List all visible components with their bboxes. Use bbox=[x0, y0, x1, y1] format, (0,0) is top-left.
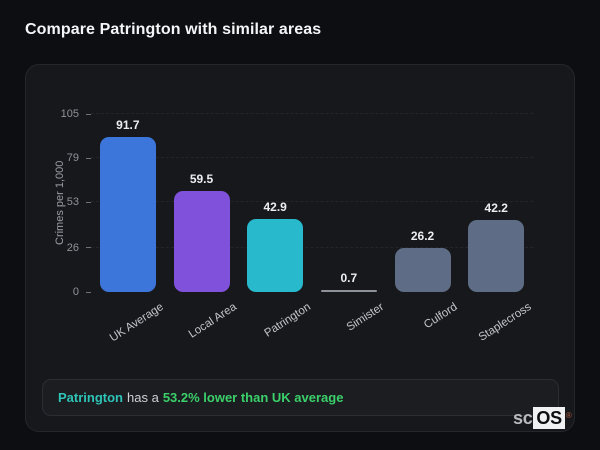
logo-suffix: OS bbox=[533, 407, 565, 429]
bar-column: 42.9 Patrington bbox=[238, 114, 313, 340]
bar-value-label: 0.7 bbox=[340, 271, 358, 285]
bar-patrington bbox=[247, 219, 304, 292]
bar-column: 26.2 Culford bbox=[386, 114, 460, 331]
bar-columns: 91.7 UK Average 59.5 Local Area 42.9 Pat… bbox=[91, 114, 534, 344]
y-tick-label: 0 bbox=[72, 286, 79, 298]
gridline bbox=[91, 113, 533, 114]
tick-mark bbox=[86, 291, 91, 293]
bar-value-label: 26.2 bbox=[410, 228, 435, 243]
x-axis-label: Local Area bbox=[186, 301, 239, 341]
tick-mark bbox=[86, 113, 91, 115]
x-axis-label: Patrington bbox=[262, 301, 313, 340]
y-axis: 0 26 53 79 105 bbox=[26, 108, 91, 298]
bar-simister bbox=[320, 290, 377, 292]
bar-staplecross bbox=[468, 220, 525, 292]
y-tick: 53 bbox=[26, 196, 91, 208]
tick-mark bbox=[86, 201, 91, 203]
gridline bbox=[91, 246, 533, 248]
logo-prefix: sc bbox=[513, 408, 533, 428]
y-tick: 79 bbox=[26, 152, 91, 164]
y-tick-label: 79 bbox=[66, 152, 79, 165]
y-tick: 26 bbox=[26, 242, 91, 254]
registered-trademark-icon: ® bbox=[565, 411, 572, 420]
y-tick-label: 26 bbox=[66, 241, 79, 254]
bar-column: 91.7 UK Average bbox=[91, 114, 165, 344]
x-axis-label: UK Average bbox=[107, 301, 166, 345]
y-tick: 0 bbox=[26, 286, 91, 298]
bar-value-label: 42.9 bbox=[263, 200, 287, 215]
y-tick-label: 105 bbox=[60, 108, 79, 120]
y-tick-label: 53 bbox=[66, 196, 79, 209]
note-area-name: Patrington bbox=[58, 390, 123, 405]
note-highlight-text: 53.2% lower than UK average bbox=[162, 390, 344, 405]
tick-mark bbox=[86, 157, 91, 159]
bar-column: 59.5 Local Area bbox=[165, 114, 239, 341]
y-tick: 105 bbox=[26, 108, 91, 120]
bar-value-label: 42.2 bbox=[484, 201, 508, 216]
x-axis-label: Simister bbox=[344, 301, 387, 334]
bar-culford bbox=[394, 247, 451, 292]
tick-mark bbox=[86, 247, 91, 249]
x-axis-label: Culford bbox=[422, 301, 460, 332]
comparison-note: Patrington has a 53.2% lower than UK ave… bbox=[42, 379, 559, 416]
scos-logo: sc OS ® bbox=[513, 407, 572, 429]
gridline bbox=[91, 157, 533, 159]
gridline bbox=[91, 201, 533, 203]
plot-area: 91.7 UK Average 59.5 Local Area 42.9 Pat… bbox=[91, 113, 534, 344]
bar-uk-average bbox=[99, 136, 156, 292]
note-middle-text: has a bbox=[127, 390, 159, 405]
bar-value-label: 91.7 bbox=[116, 117, 140, 132]
bar-column: 42.2 Staplecross bbox=[459, 114, 534, 344]
bar-value-label: 59.5 bbox=[189, 172, 214, 187]
chart-card: Crimes per 1,000 0 26 53 79 105 91.7 UK … bbox=[25, 64, 575, 432]
bar-local-area bbox=[173, 191, 230, 292]
bar-column: 0.7 Simister bbox=[312, 114, 386, 334]
x-axis-label: Staplecross bbox=[476, 301, 534, 344]
page-title: Compare Patrington with similar areas bbox=[25, 21, 322, 38]
